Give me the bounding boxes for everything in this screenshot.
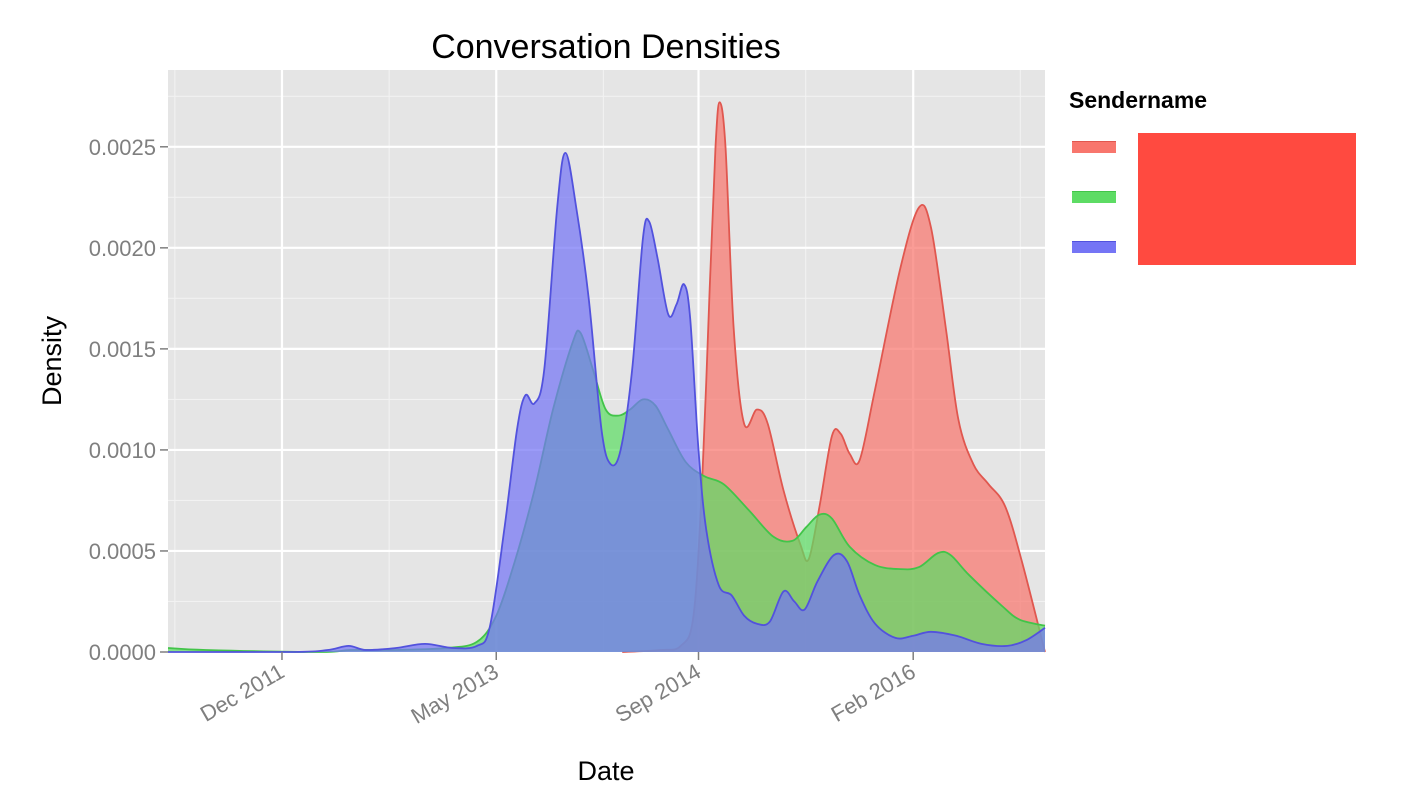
redaction-block <box>1138 133 1356 265</box>
x-axis: Dec 2011 May 2013 Sep 2014 Feb 2016 <box>196 652 920 729</box>
y-tick-label: 0.0000 <box>89 640 156 665</box>
density-areas <box>167 101 1046 653</box>
y-tick-label: 0.0025 <box>89 135 156 160</box>
y-tick-label: 0.0015 <box>89 337 156 362</box>
legend: Sendername <box>1069 87 1356 265</box>
legend-key-1 <box>1072 141 1116 153</box>
x-axis-title: Date <box>577 756 634 786</box>
y-tick-label: 0.0010 <box>89 438 156 463</box>
chart-title: Conversation Densities <box>431 28 781 66</box>
legend-key-2 <box>1072 191 1116 203</box>
x-tick-label: May 2013 <box>407 659 503 729</box>
y-axis: 0.0000 0.0005 0.0010 0.0015 0.0020 0.0025 <box>89 135 168 665</box>
y-tick-label: 0.0020 <box>89 236 156 261</box>
y-tick-label: 0.0005 <box>89 539 156 564</box>
y-axis-title: Density <box>37 315 67 406</box>
density-line-3 <box>168 151 1046 653</box>
x-tick-label: Dec 2011 <box>196 659 289 727</box>
density-area-3 <box>168 152 1045 652</box>
x-tick-label: Sep 2014 <box>611 659 705 728</box>
legend-title: Sendername <box>1069 87 1207 113</box>
x-tick-label: Feb 2016 <box>827 659 920 727</box>
legend-key-3 <box>1072 241 1116 253</box>
legend-keys <box>1072 141 1116 253</box>
